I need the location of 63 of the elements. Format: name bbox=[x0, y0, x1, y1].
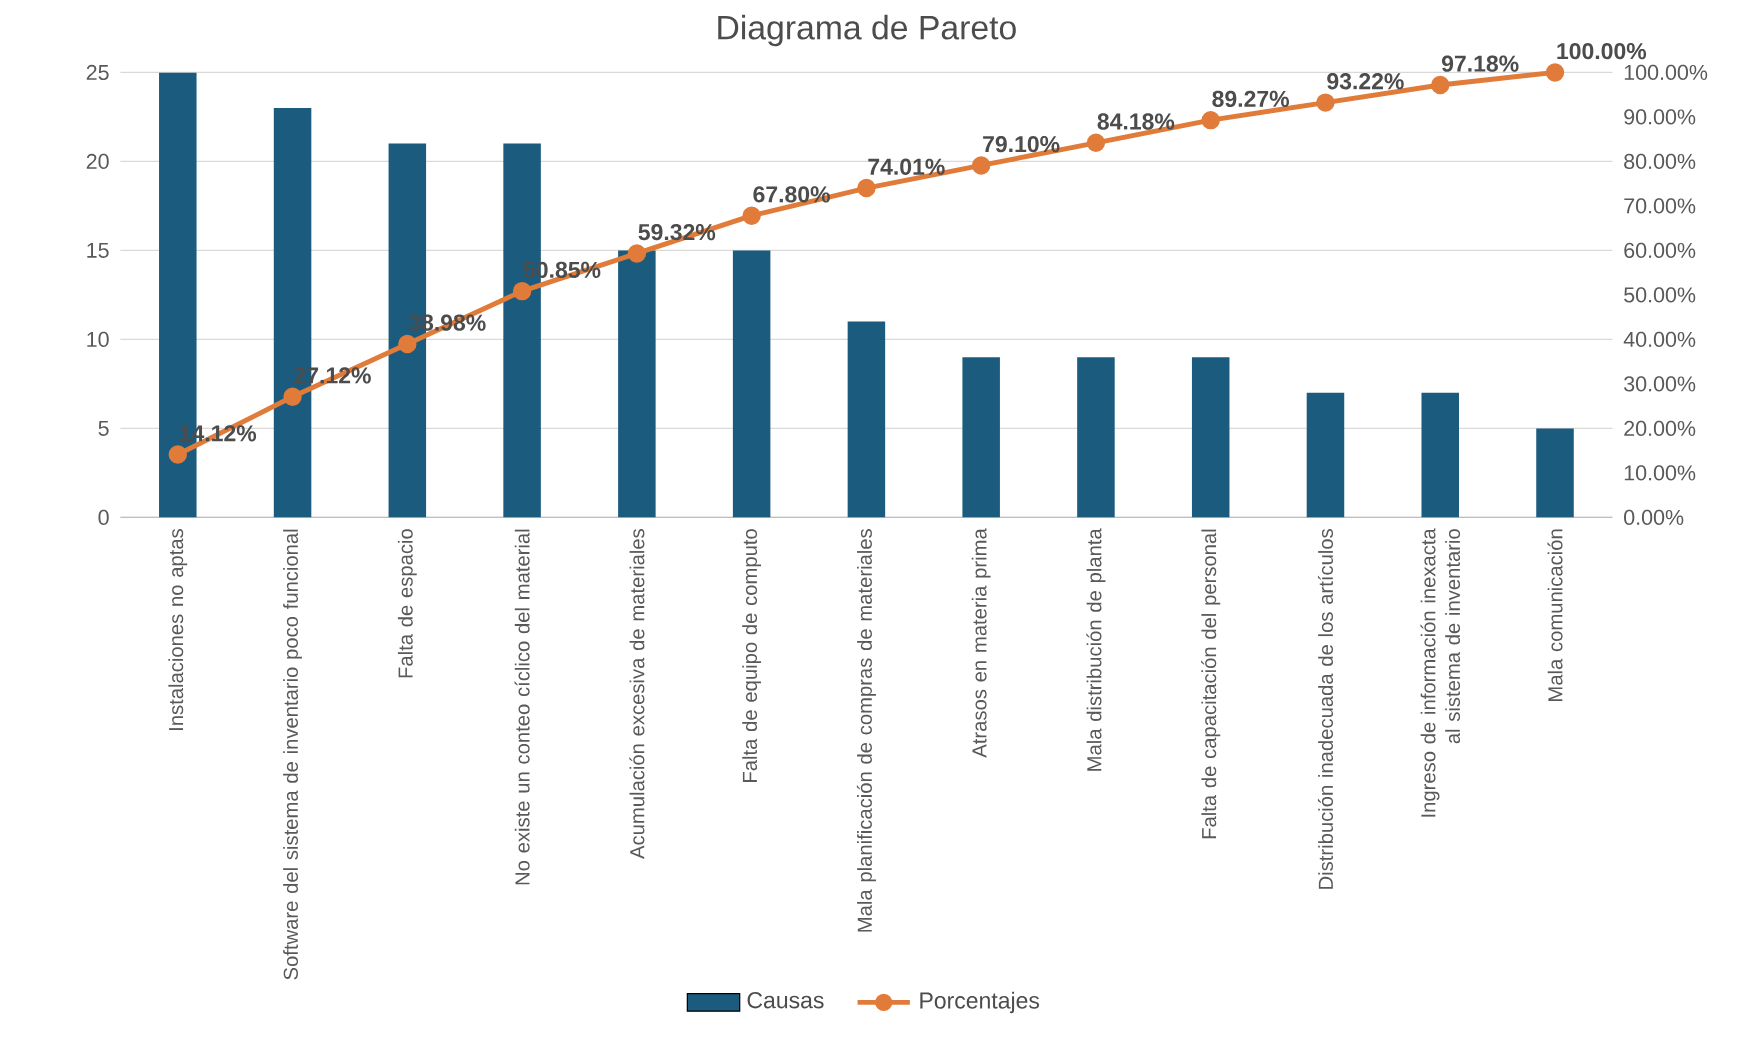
point bbox=[1316, 93, 1335, 113]
point bbox=[1201, 111, 1220, 130]
bar bbox=[1421, 393, 1459, 518]
data-label: 79.10% bbox=[983, 136, 1060, 153]
y2-tick-label: 90.00% bbox=[1624, 109, 1696, 125]
y2-tick-label: 0.00% bbox=[1624, 510, 1684, 526]
data-label: 89.27% bbox=[1212, 90, 1289, 108]
point bbox=[971, 156, 991, 175]
point bbox=[742, 206, 761, 226]
data-label: 84.18% bbox=[1097, 113, 1175, 130]
x-tick-label: Falta de capacitación del personal bbox=[1201, 529, 1221, 839]
point bbox=[283, 387, 302, 407]
data-label: 100.00% bbox=[1557, 43, 1647, 60]
y2-tick-label: 70.00% bbox=[1624, 198, 1696, 214]
bar bbox=[1191, 357, 1230, 518]
data-label: 74.01% bbox=[868, 158, 945, 176]
y-tick-label: 20 bbox=[86, 154, 109, 170]
point bbox=[1086, 133, 1106, 153]
y-tick-label: 5 bbox=[98, 421, 109, 437]
y2-tick-label: 20.00% bbox=[1624, 421, 1696, 437]
y2-tick-label: 10.00% bbox=[1624, 465, 1696, 481]
point bbox=[398, 334, 417, 354]
x-tick-label: Falta de equipo de computo bbox=[742, 529, 762, 783]
x-tick-label: Ingreso de información inexacta al sistema de inventario bbox=[1420, 528, 1461, 817]
point bbox=[627, 244, 647, 263]
x-tick-label: Atrasos en materia prima bbox=[971, 528, 991, 758]
bar bbox=[732, 250, 771, 518]
legend-label: Causas bbox=[747, 992, 824, 1009]
point bbox=[857, 179, 876, 198]
y2-tick-label: 60.00% bbox=[1624, 243, 1696, 259]
point bbox=[1431, 76, 1450, 95]
y2-tick-label: 80.00% bbox=[1624, 154, 1696, 170]
bar bbox=[1306, 393, 1345, 518]
data-label: 67.80% bbox=[753, 186, 830, 203]
legend-label: Porcentajes bbox=[920, 992, 1040, 1014]
x-tick-label: Distribución inadecuada de los artículos bbox=[1317, 529, 1334, 890]
point bbox=[512, 282, 532, 301]
x-tick-label: Mala distribución de planta bbox=[1086, 528, 1106, 771]
y2-tick-label: 30.00% bbox=[1624, 376, 1696, 392]
y2-tick-label: 50.00% bbox=[1624, 287, 1696, 303]
y2-tick-label: 40.00% bbox=[1623, 332, 1696, 348]
x-tick-label: No existe un conteo cíclico del material bbox=[514, 529, 530, 885]
bar bbox=[1077, 357, 1115, 518]
data-label: 93.22% bbox=[1327, 73, 1404, 90]
x-tick-label: Software del sistema de inventario poco funcional bbox=[283, 529, 302, 980]
point bbox=[168, 445, 187, 464]
y2-tick-label: 100.00% bbox=[1624, 65, 1708, 81]
x-tick-label: Instalaciones no aptas bbox=[168, 529, 188, 731]
data-label: 97.18% bbox=[1441, 55, 1519, 73]
x-tick-label: Mala comunicación bbox=[1547, 529, 1563, 702]
point bbox=[1545, 63, 1565, 82]
y-tick-label: 15 bbox=[87, 243, 109, 259]
bar bbox=[1536, 428, 1574, 518]
bar bbox=[962, 357, 1000, 518]
y-tick-label: 10 bbox=[87, 332, 109, 348]
y-tick-label: 0 bbox=[98, 510, 109, 526]
y-tick-label: 25 bbox=[86, 65, 109, 81]
x-tick-label: Acumulación excesiva de materiales bbox=[629, 529, 645, 860]
x-tick-label: Falta de espacio bbox=[397, 529, 417, 678]
x-tick-label: Mala planificación de compras de materiales bbox=[856, 529, 876, 932]
chart-title: Diagrama de Pareto bbox=[718, 15, 1016, 47]
bar bbox=[618, 250, 656, 518]
bar bbox=[847, 321, 886, 518]
